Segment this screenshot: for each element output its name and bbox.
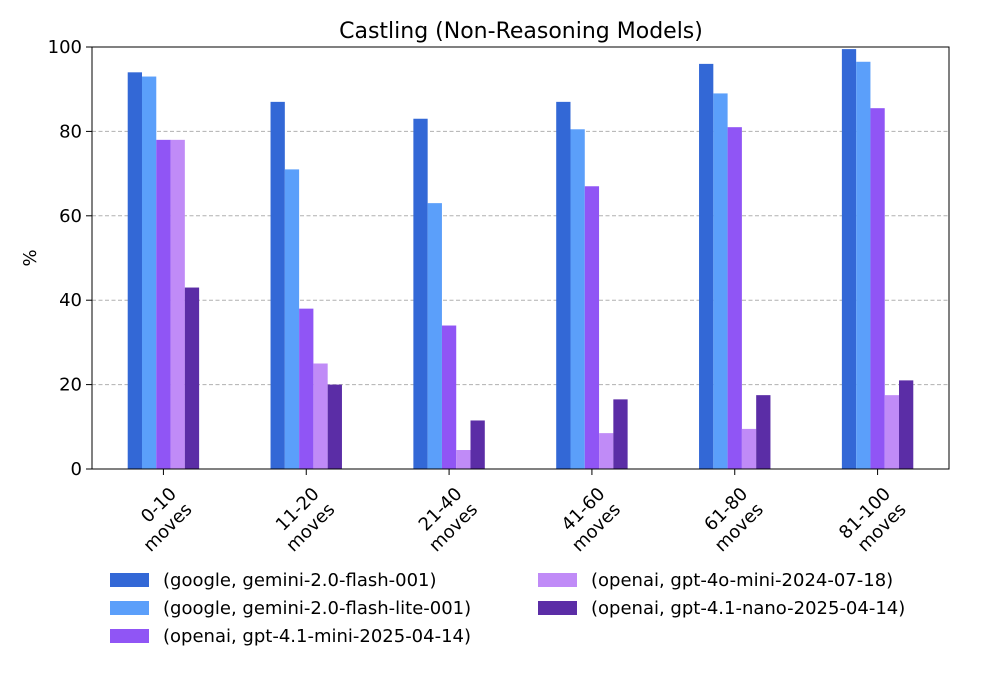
bar	[884, 395, 900, 469]
legend-label: (google, gemini-2.0-flash-001)	[163, 570, 437, 591]
x-tick-label: 11-20moves	[267, 484, 340, 557]
bar	[284, 169, 300, 469]
bar	[127, 72, 142, 469]
legend-swatch	[110, 601, 149, 615]
bar	[756, 395, 771, 469]
bar	[613, 399, 628, 469]
x-tick-label: 41-60moves	[552, 484, 625, 557]
bar	[427, 203, 442, 469]
legend-swatch	[110, 573, 149, 587]
bars	[127, 49, 914, 470]
y-tick-label: 100	[48, 37, 82, 58]
y-tick-label: 60	[59, 206, 82, 227]
bar	[870, 108, 885, 469]
bar	[413, 118, 428, 470]
bar	[899, 380, 914, 469]
bar	[313, 363, 328, 469]
bar	[184, 287, 200, 469]
bar	[170, 139, 185, 469]
legend-swatch	[538, 601, 577, 615]
legend-label: (google, gemini-2.0-flash-lite-001)	[163, 598, 471, 619]
x-tick-label: 0-10moves	[124, 484, 197, 557]
y-tick-label: 40	[59, 290, 82, 311]
y-tick-label: 80	[59, 121, 82, 142]
bar	[327, 384, 342, 469]
legend-label: (openai, gpt-4.1-mini-2025-04-14)	[163, 626, 471, 647]
chart-title: Castling (Non-Reasoning Models)	[339, 19, 703, 44]
bar	[141, 76, 157, 469]
legend-label: (openai, gpt-4o-mini-2024-07-18)	[591, 570, 893, 591]
bar	[741, 428, 757, 469]
legend-swatch	[538, 573, 577, 587]
bar	[856, 61, 871, 470]
y-tick-label: 20	[59, 375, 82, 396]
bar	[270, 101, 285, 470]
bar	[570, 129, 585, 470]
legend: (google, gemini-2.0-flash-001) (google, g…	[110, 570, 905, 647]
bar	[599, 433, 614, 469]
bar	[299, 308, 314, 469]
y-axis-ticks: 0 20 40 60 80 100	[48, 37, 92, 480]
bar	[456, 450, 471, 469]
x-tick-label: 21-40moves	[409, 484, 482, 557]
x-tick-label: 81-100moves	[835, 484, 910, 559]
bar	[699, 63, 714, 469]
legend-swatch	[110, 629, 149, 643]
bar	[584, 186, 600, 469]
y-axis-label: %	[20, 249, 41, 266]
bar	[841, 49, 857, 470]
plot-frame	[91, 46, 950, 470]
bar	[713, 93, 728, 470]
legend-label: (openai, gpt-4.1-nano-2025-04-14)	[591, 598, 905, 619]
bar	[156, 139, 171, 469]
bar	[441, 325, 457, 469]
bar	[727, 127, 742, 470]
gridlines	[92, 130, 949, 386]
x-tick-label: 61-80moves	[695, 484, 768, 557]
bar	[556, 101, 571, 470]
x-axis-ticks: 0-10moves 11-20moves 21-40moves 41-60moves 6…	[124, 469, 911, 559]
y-tick-label: 0	[71, 459, 82, 480]
bar	[470, 420, 485, 469]
